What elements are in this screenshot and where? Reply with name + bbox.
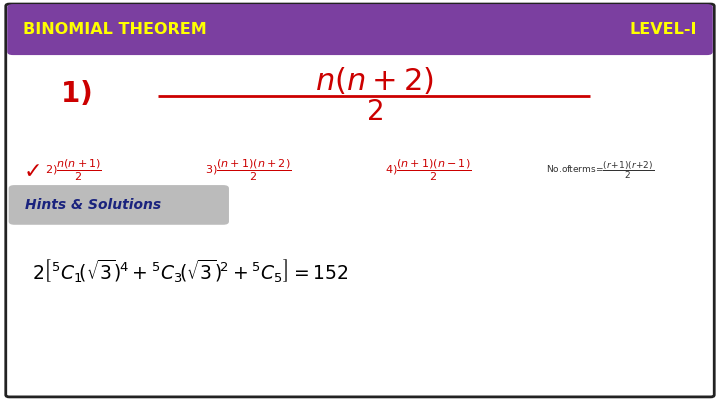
FancyBboxPatch shape [7,4,713,55]
Text: $\mathit{\mathbf{1)}}$: $\mathit{\mathbf{1)}}$ [60,79,91,108]
Text: $\mathit{3)\dfrac{(n+1)(n+2)}{2}}$: $\mathit{3)\dfrac{(n+1)(n+2)}{2}}$ [205,158,292,183]
Text: BINOMIAL THEOREM: BINOMIAL THEOREM [23,22,207,37]
Text: $\mathit{4)\dfrac{(n+1)(n-1)}{2}}$: $\mathit{4)\dfrac{(n+1)(n-1)}{2}}$ [385,158,472,183]
Text: $\checkmark$: $\checkmark$ [23,160,40,180]
Text: Hints & Solutions: Hints & Solutions [25,198,161,212]
Text: $\mathbf{\mathit{n(n+2)}}$: $\mathbf{\mathit{n(n+2)}}$ [315,66,433,96]
Text: $\mathbf{\mathit{2}}$: $\mathbf{\mathit{2}}$ [366,98,383,126]
Text: $2\left[{}^5C_1\!\left(\sqrt{3}\right)^{\!4}+{}^5C_3\!\left(\sqrt{3}\right)^{\!2: $2\left[{}^5C_1\!\left(\sqrt{3}\right)^{… [32,258,348,285]
Text: $\mathrm{No.\!of\!terms}\!=\!\dfrac{(r\!+\!1)(r\!+\!2)}{2}$: $\mathrm{No.\!of\!terms}\!=\!\dfrac{(r\!… [546,159,654,181]
FancyBboxPatch shape [6,4,714,397]
FancyBboxPatch shape [9,185,229,225]
Text: LEVEL-I: LEVEL-I [629,22,697,37]
Text: $\mathit{2)\dfrac{n(n+1)}{2}}$: $\mathit{2)\dfrac{n(n+1)}{2}}$ [45,158,102,183]
